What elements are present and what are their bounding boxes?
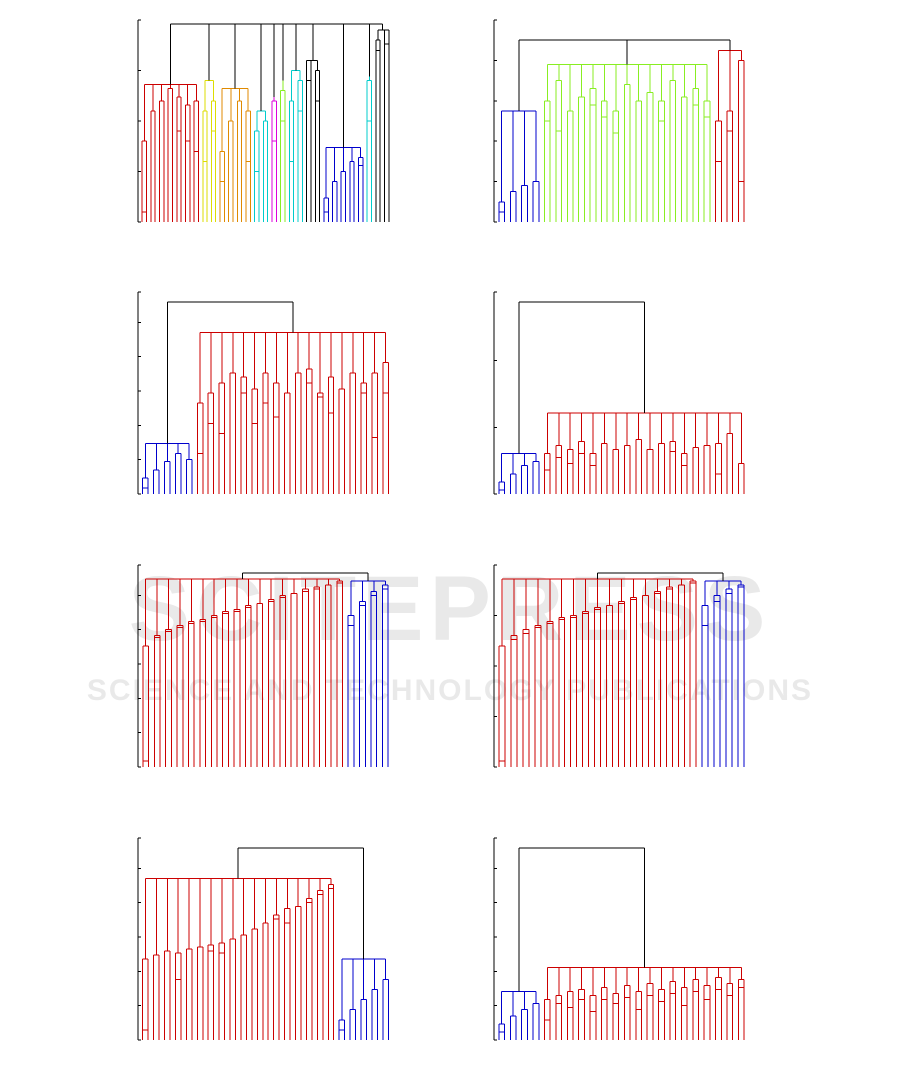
watermark-subtitle: SCIENCE AND TECHNOLOGY PUBLICATIONS bbox=[87, 674, 813, 707]
